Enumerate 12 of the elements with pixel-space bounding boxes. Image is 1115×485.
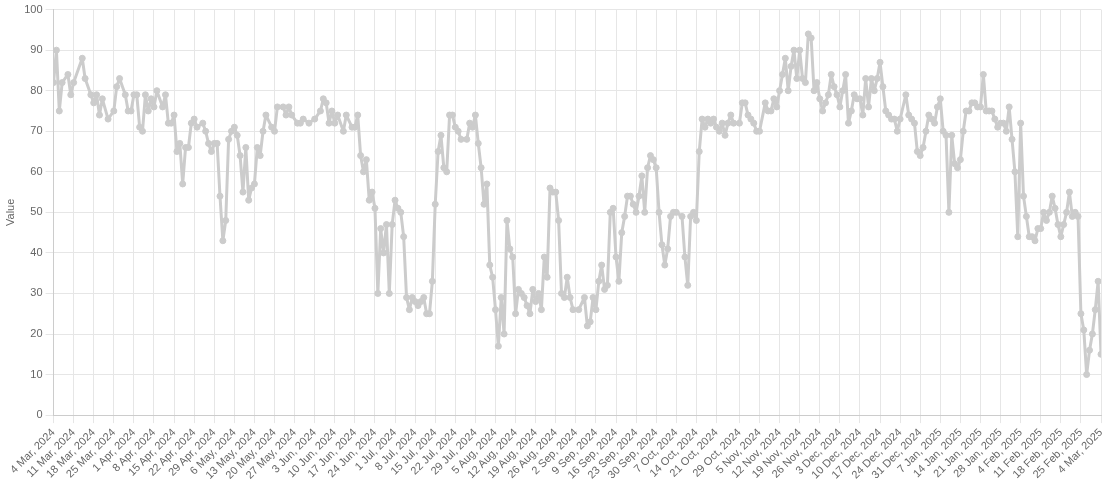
y-tick-label: 70 bbox=[30, 124, 43, 137]
y-tick-label: 40 bbox=[30, 245, 43, 258]
y-tick-label: 0 bbox=[36, 408, 43, 421]
y-tick-label: 80 bbox=[30, 83, 43, 96]
y-tick-label: 100 bbox=[24, 2, 43, 15]
y-tick-label: 20 bbox=[30, 327, 43, 340]
y-tick-label: 60 bbox=[30, 164, 43, 177]
y-tick-label: 50 bbox=[30, 205, 43, 218]
y-tick-label: 90 bbox=[30, 43, 43, 56]
y-axis-title: Value bbox=[3, 198, 16, 227]
y-tick-label: 30 bbox=[30, 286, 43, 299]
y-tick-label: 10 bbox=[30, 367, 43, 380]
